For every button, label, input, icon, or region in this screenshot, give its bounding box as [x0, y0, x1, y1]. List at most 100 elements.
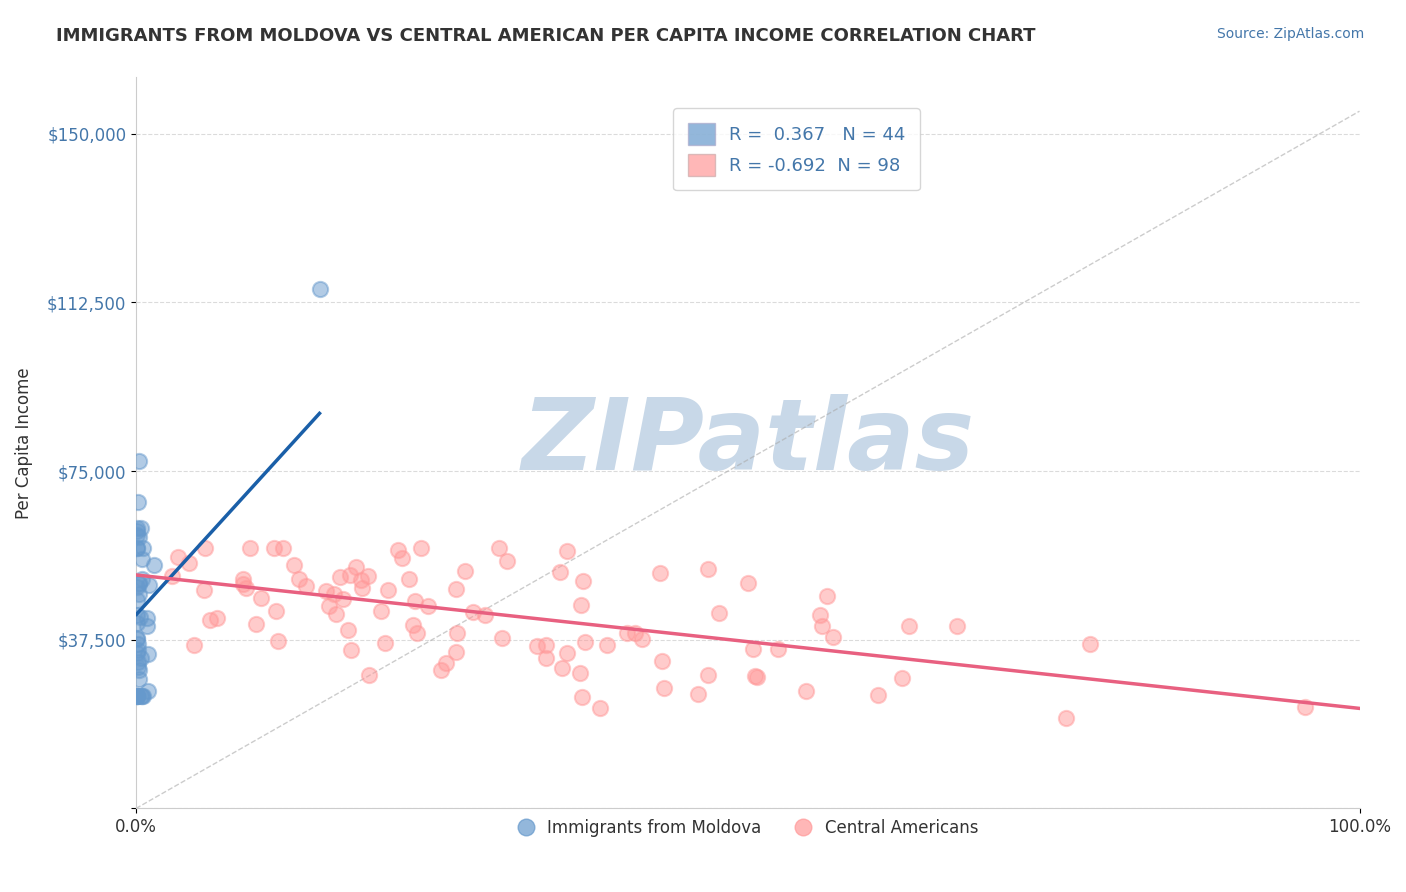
Point — [131, 689, 153, 703]
Point — [125, 689, 148, 703]
Point — [160, 569, 183, 583]
Point — [337, 623, 360, 637]
Point — [891, 671, 914, 685]
Point — [866, 688, 889, 702]
Text: Source: ZipAtlas.com: Source: ZipAtlas.com — [1216, 27, 1364, 41]
Point — [548, 565, 571, 579]
Point — [811, 618, 834, 632]
Point — [235, 581, 257, 595]
Point — [569, 598, 592, 612]
Point — [127, 541, 149, 555]
Point — [444, 582, 467, 596]
Point — [128, 577, 150, 591]
Point — [308, 282, 330, 296]
Point — [572, 574, 595, 589]
Point — [193, 583, 215, 598]
Point — [127, 689, 149, 703]
Point — [555, 646, 578, 660]
Point — [232, 572, 254, 586]
Point — [1078, 637, 1101, 651]
Point — [370, 604, 392, 618]
Point — [377, 583, 399, 598]
Point — [474, 608, 496, 623]
Point — [205, 611, 228, 625]
Point — [294, 579, 316, 593]
Point — [946, 619, 969, 633]
Point — [357, 667, 380, 681]
Point — [135, 611, 157, 625]
Point — [125, 632, 148, 646]
Point — [496, 554, 519, 568]
Text: ZIPatlas: ZIPatlas — [522, 394, 974, 491]
Point — [686, 687, 709, 701]
Point — [461, 605, 484, 619]
Point — [245, 616, 267, 631]
Point — [536, 650, 558, 665]
Point — [129, 689, 152, 703]
Point — [318, 599, 340, 613]
Point — [332, 592, 354, 607]
Point — [166, 550, 188, 565]
Point — [138, 684, 160, 698]
Point — [616, 626, 638, 640]
Point — [418, 599, 440, 613]
Point — [127, 521, 149, 535]
Point — [127, 495, 149, 509]
Point — [631, 632, 654, 646]
Point — [131, 552, 153, 566]
Point — [127, 580, 149, 594]
Point — [238, 541, 260, 555]
Point — [127, 660, 149, 674]
Text: IMMIGRANTS FROM MOLDOVA VS CENTRAL AMERICAN PER CAPITA INCOME CORRELATION CHART: IMMIGRANTS FROM MOLDOVA VS CENTRAL AMERI… — [56, 27, 1036, 45]
Point — [128, 609, 150, 624]
Point — [129, 651, 152, 665]
Point — [346, 560, 368, 574]
Point — [283, 558, 305, 572]
Point — [491, 632, 513, 646]
Point — [125, 689, 148, 703]
Point — [569, 666, 592, 681]
Point — [350, 582, 373, 596]
Point — [652, 681, 675, 695]
Point — [534, 638, 557, 652]
Point — [125, 541, 148, 555]
Point — [411, 541, 433, 555]
Point — [287, 573, 309, 587]
Point — [571, 690, 593, 704]
Point — [177, 556, 200, 570]
Point — [404, 594, 426, 608]
Point — [267, 633, 290, 648]
Point — [747, 670, 769, 684]
Point — [897, 619, 920, 633]
Point — [430, 663, 453, 677]
Point — [357, 568, 380, 582]
Point — [263, 541, 285, 555]
Point — [128, 530, 150, 544]
Point — [821, 630, 844, 644]
Point — [697, 667, 720, 681]
Point — [768, 641, 790, 656]
Point — [143, 558, 166, 573]
Point — [350, 573, 373, 587]
Point — [387, 543, 409, 558]
Point — [127, 655, 149, 669]
Point — [808, 608, 831, 623]
Point — [1054, 711, 1077, 725]
Point — [136, 619, 159, 633]
Point — [398, 572, 420, 586]
Point — [127, 637, 149, 651]
Point — [138, 578, 160, 592]
Point — [574, 635, 596, 649]
Point — [323, 587, 346, 601]
Point — [131, 572, 153, 586]
Point — [125, 616, 148, 631]
Point — [794, 684, 817, 698]
Point — [374, 635, 396, 649]
Point — [488, 541, 510, 555]
Point — [125, 524, 148, 538]
Point — [815, 589, 838, 603]
Legend: Immigrants from Moldova, Central Americans: Immigrants from Moldova, Central America… — [510, 813, 986, 844]
Point — [339, 568, 361, 582]
Point — [551, 661, 574, 675]
Point — [128, 672, 150, 686]
